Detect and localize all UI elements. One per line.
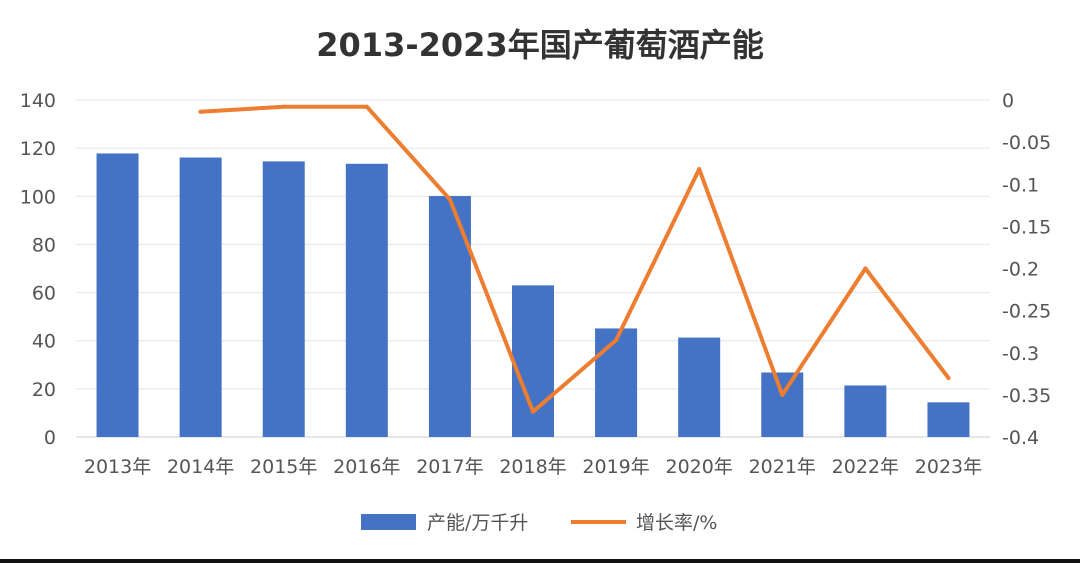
line-point: [697, 167, 702, 172]
x-tick-label: 2015年: [250, 456, 317, 478]
x-tick-label: 2023年: [915, 456, 982, 478]
line-point: [198, 109, 203, 114]
y-right-tick-label: -0.1: [1002, 174, 1039, 196]
y-right-tick-label: 0: [1002, 90, 1014, 112]
x-tick-label: 2018年: [499, 456, 566, 478]
x-tick-label: 2022年: [832, 456, 899, 478]
line-series: [198, 104, 951, 414]
bar: [595, 328, 638, 437]
y-right-tick-label: -0.05: [1002, 132, 1051, 154]
y-right-tick-label: -0.3: [1002, 343, 1039, 365]
legend-label-bar: 产能/万千升: [427, 512, 528, 534]
y-left-tick-label: 120: [20, 138, 56, 160]
bar: [345, 163, 388, 437]
bar: [96, 153, 139, 437]
x-tick-label: 2017年: [416, 456, 483, 478]
y-left-tick-label: 0: [44, 427, 56, 449]
line-point: [863, 266, 868, 271]
line-point: [614, 338, 619, 343]
bar: [678, 337, 721, 437]
y-right-tick-label: -0.2: [1002, 259, 1039, 281]
legend: 产能/万千升 增长率/%: [361, 512, 717, 534]
line-point: [364, 104, 369, 109]
bar: [761, 372, 804, 437]
x-tick-label: 2019年: [582, 456, 649, 478]
line-point: [946, 376, 951, 381]
left-axis-ticks: 0 20 40 60 80 100 120 140: [20, 90, 56, 449]
line-point: [447, 197, 452, 202]
x-axis-ticks: 2013年 2014年 2015年 2016年 2017年 2018年 2019年 2020年…: [84, 456, 982, 478]
right-axis-ticks: 0 -0.05 -0.1 -0.15 -0.2 -0.25 -0.3 -0.35 -0.4: [1002, 90, 1051, 449]
y-left-tick-label: 80: [32, 234, 56, 256]
y-left-tick-label: 140: [20, 90, 56, 112]
bar-series: [96, 153, 970, 438]
y-right-tick-label: -0.25: [1002, 301, 1051, 323]
line-point: [281, 104, 286, 109]
legend-swatch-bar: [361, 514, 416, 530]
bar: [262, 161, 305, 437]
y-right-tick-label: -0.35: [1002, 385, 1051, 407]
x-tick-label: 2013年: [84, 456, 151, 478]
line-point: [780, 392, 785, 397]
x-tick-label: 2021年: [749, 456, 816, 478]
bar: [512, 285, 554, 437]
y-left-tick-label: 60: [32, 283, 56, 305]
bar: [927, 402, 970, 437]
x-tick-label: 2016年: [333, 456, 400, 478]
y-left-tick-label: 40: [32, 331, 56, 353]
bar: [179, 157, 222, 438]
line-point: [531, 409, 535, 414]
y-right-tick-label: -0.4: [1002, 427, 1039, 449]
x-tick-label: 2014年: [167, 456, 234, 478]
x-tick-label: 2020年: [666, 456, 733, 478]
growth-rate-line: [198, 104, 951, 414]
y-left-tick-label: 100: [20, 186, 56, 208]
chart-title: 2013-2023年国产葡萄酒产能: [316, 26, 763, 64]
y-right-tick-label: -0.15: [1002, 216, 1051, 238]
y-left-tick-label: 20: [32, 379, 56, 401]
legend-label-line: 增长率/%: [636, 512, 717, 534]
bar: [844, 385, 887, 437]
